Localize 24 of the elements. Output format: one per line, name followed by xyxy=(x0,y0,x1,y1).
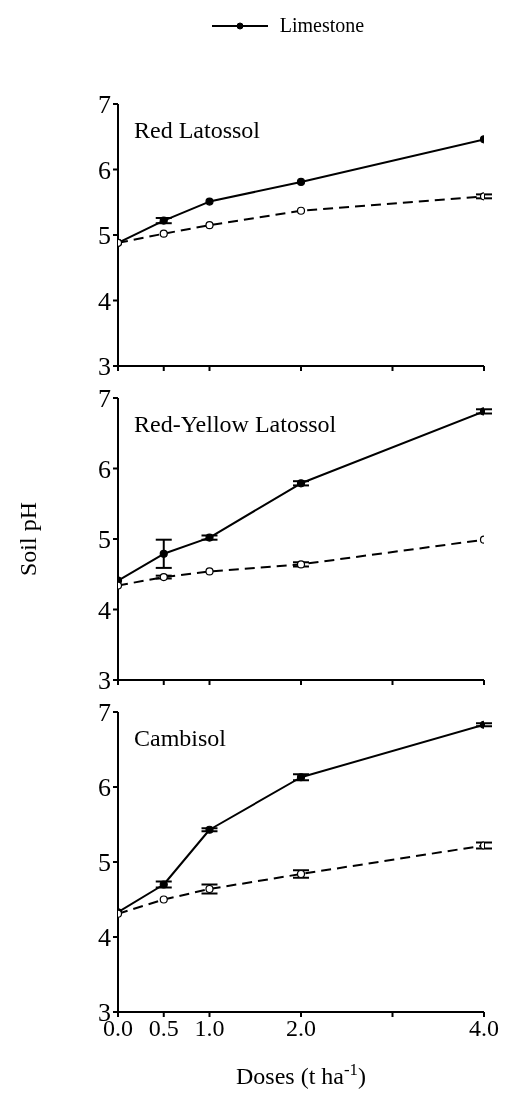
y-tick-label: 3 xyxy=(98,666,111,696)
x-tick-label: 1.0 xyxy=(194,1015,225,1042)
text: Red Latossol xyxy=(134,117,261,143)
y-tick-label: 7 xyxy=(98,384,111,414)
y-tick-label: 5 xyxy=(98,848,111,878)
y-tick-label: 6 xyxy=(98,155,111,185)
y-tick-label: 4 xyxy=(98,595,111,625)
y-tick-label: 7 xyxy=(98,698,111,728)
text: Red-Yellow Latossol xyxy=(134,411,337,437)
y-tick-label: 6 xyxy=(98,454,111,484)
y-tick-label: 4 xyxy=(98,286,111,316)
y-tick-label: 4 xyxy=(98,923,111,953)
x-tick-label: 2.0 xyxy=(286,1015,316,1042)
y-tick-label: 5 xyxy=(98,221,111,251)
x-tick-label: 0.5 xyxy=(148,1015,179,1042)
text: Cambisol xyxy=(134,725,227,751)
y-tick-label: 7 xyxy=(98,90,111,120)
x-tick-label: 4.0 xyxy=(469,1015,499,1042)
y-tick-label: 3 xyxy=(98,352,111,382)
y-tick-label: 6 xyxy=(98,773,111,803)
y-tick-label: 5 xyxy=(98,525,111,555)
x-axis-title: Doses (t ha$^{-1}$) xyxy=(236,1059,366,1089)
y-axis-title: Soil pH xyxy=(15,501,41,577)
legend-label: Limestone xyxy=(279,14,365,37)
